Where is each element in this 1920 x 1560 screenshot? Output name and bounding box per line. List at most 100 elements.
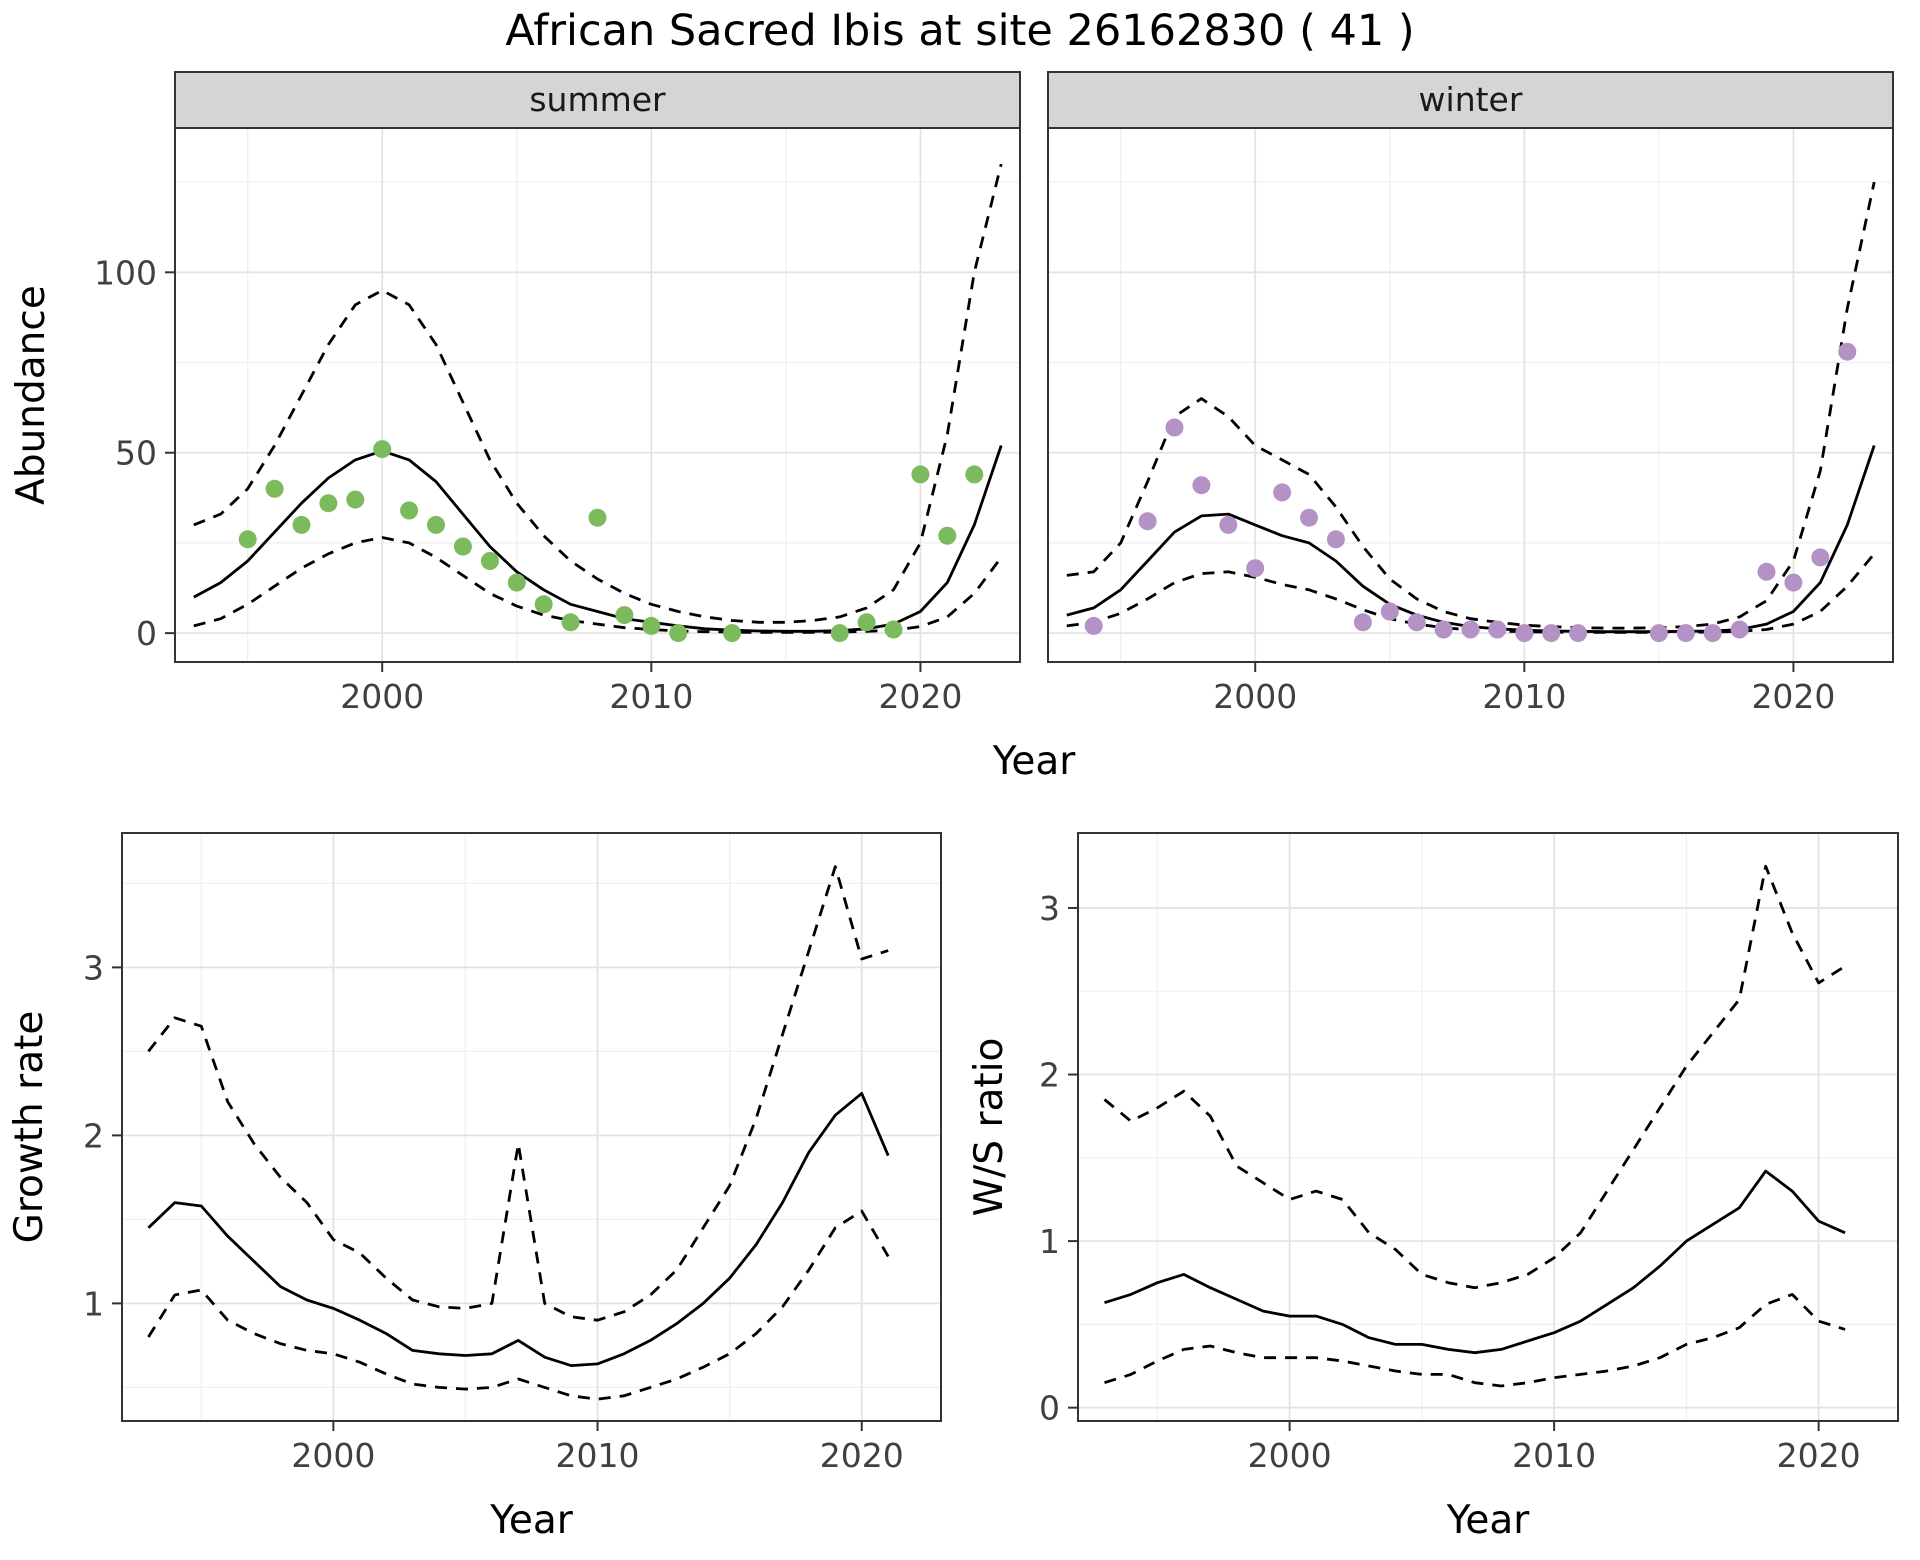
y-axis: 0 1 2 3 (1039, 889, 1078, 1428)
y-axis-title: W/S ratio (967, 1038, 1012, 1217)
data-point (1165, 418, 1184, 437)
chart-title: African Sacred Ibis at site 26162830 ( 4… (505, 6, 1415, 56)
x-axis: 2000 2010 2020 (291, 1421, 904, 1475)
data-point (1246, 559, 1265, 578)
svg-text:2: 2 (1039, 1056, 1060, 1095)
data-point (480, 552, 499, 570)
upper-ci-line (193, 163, 1003, 624)
panel-border (1077, 832, 1899, 1422)
y-axis: 0 50 100 (94, 253, 175, 653)
svg-text:2000: 2000 (1248, 1436, 1332, 1475)
data-point (453, 537, 472, 556)
svg-text:0: 0 (136, 614, 157, 653)
svg-text:2000: 2000 (340, 677, 424, 716)
svg-text:2010: 2010 (556, 1436, 640, 1475)
estimate-line (147, 1092, 890, 1367)
facet-strip-summer: summer (174, 71, 1021, 129)
facet-strip-winter: winter (1047, 71, 1894, 129)
data-point (1515, 624, 1534, 643)
svg-text:2000: 2000 (1213, 677, 1297, 716)
data-point (1649, 624, 1668, 643)
data-point (588, 508, 607, 527)
svg-text:2020: 2020 (1777, 1436, 1861, 1475)
x-axis: 2000 2010 2020 (340, 662, 962, 716)
data-point (507, 573, 526, 592)
data-point (1353, 613, 1372, 632)
data-point (1300, 508, 1318, 527)
svg-text:2: 2 (83, 1116, 104, 1155)
data-point (1326, 530, 1345, 549)
data-point (1192, 476, 1211, 495)
data-point (1542, 624, 1561, 643)
svg-text:winter: winter (1419, 80, 1523, 119)
data-point (857, 613, 876, 632)
upper_ci-line (1103, 864, 1846, 1290)
data-point (265, 479, 284, 498)
svg-text:2010: 2010 (1512, 1436, 1596, 1475)
abundance-chart: 2000 2010 2020 0 50 100 summer 2000 2010 2020 wint… (9, 71, 1894, 784)
data-point (1569, 624, 1588, 643)
data-point (911, 465, 930, 484)
x-axis-title: Year (489, 1498, 574, 1543)
svg-text:summer: summer (529, 80, 666, 119)
facet-panel-summer (175, 128, 1020, 662)
data-point (1757, 562, 1776, 581)
data-point (723, 624, 742, 643)
data-point (1488, 620, 1507, 639)
svg-text:2020: 2020 (1751, 677, 1835, 716)
data-point (292, 515, 311, 534)
data-point (1407, 613, 1426, 632)
data-point (561, 613, 580, 632)
svg-text:2010: 2010 (609, 677, 693, 716)
data-point (965, 465, 984, 484)
svg-text:2010: 2010 (1482, 677, 1566, 716)
data-point (1676, 624, 1695, 643)
svg-text:3: 3 (1039, 889, 1060, 928)
data-point (615, 606, 634, 625)
data-point (1219, 515, 1238, 534)
svg-text:100: 100 (94, 253, 157, 292)
data-point (534, 595, 553, 614)
y-axis: 1 2 3 (83, 948, 122, 1323)
data-point (319, 494, 338, 513)
data-point (427, 515, 445, 534)
summer-points (238, 440, 984, 643)
data-point (669, 624, 688, 643)
growth-rate-chart: 2000 2010 2020 1 2 3 Year Growth rate (7, 832, 942, 1543)
x-axis: 2000 2010 2020 (1248, 1421, 1861, 1475)
lower_ci-line (1104, 1293, 1846, 1388)
data-point (1434, 620, 1453, 639)
data-point (938, 526, 957, 545)
y-axis-title: Growth rate (7, 1011, 52, 1244)
data-point (1838, 342, 1857, 361)
data-point (1273, 483, 1292, 502)
data-point (1084, 616, 1103, 635)
ws-ratio-chart: 2000 2010 2020 0 1 2 3 Year W/S ratio (967, 832, 1899, 1543)
svg-text:2020: 2020 (878, 677, 962, 716)
data-point (1811, 548, 1830, 567)
upper_ci-line (147, 865, 889, 1322)
facet-panel-winter (1048, 128, 1893, 662)
data-point (373, 440, 392, 459)
data-point (642, 616, 661, 635)
svg-text:50: 50 (115, 434, 157, 473)
data-point (830, 624, 849, 643)
data-point (1730, 620, 1749, 639)
data-point (238, 530, 257, 549)
upper-ci-line (1066, 181, 1876, 630)
data-point (1380, 602, 1399, 621)
data-point (1784, 573, 1803, 592)
data-point (346, 490, 365, 509)
estimate-line (1104, 1169, 1846, 1355)
lower_ci-line (147, 1209, 890, 1401)
data-point (400, 501, 419, 520)
svg-text:3: 3 (83, 948, 104, 987)
winter-points (1084, 342, 1857, 643)
data-point (1138, 512, 1157, 531)
panel-border (121, 832, 942, 1422)
growth_rate-panel (122, 833, 941, 1421)
x-axis: 2000 2010 2020 (1213, 662, 1835, 716)
ws_ratio-panel (1078, 833, 1898, 1421)
data-point (1703, 624, 1722, 643)
